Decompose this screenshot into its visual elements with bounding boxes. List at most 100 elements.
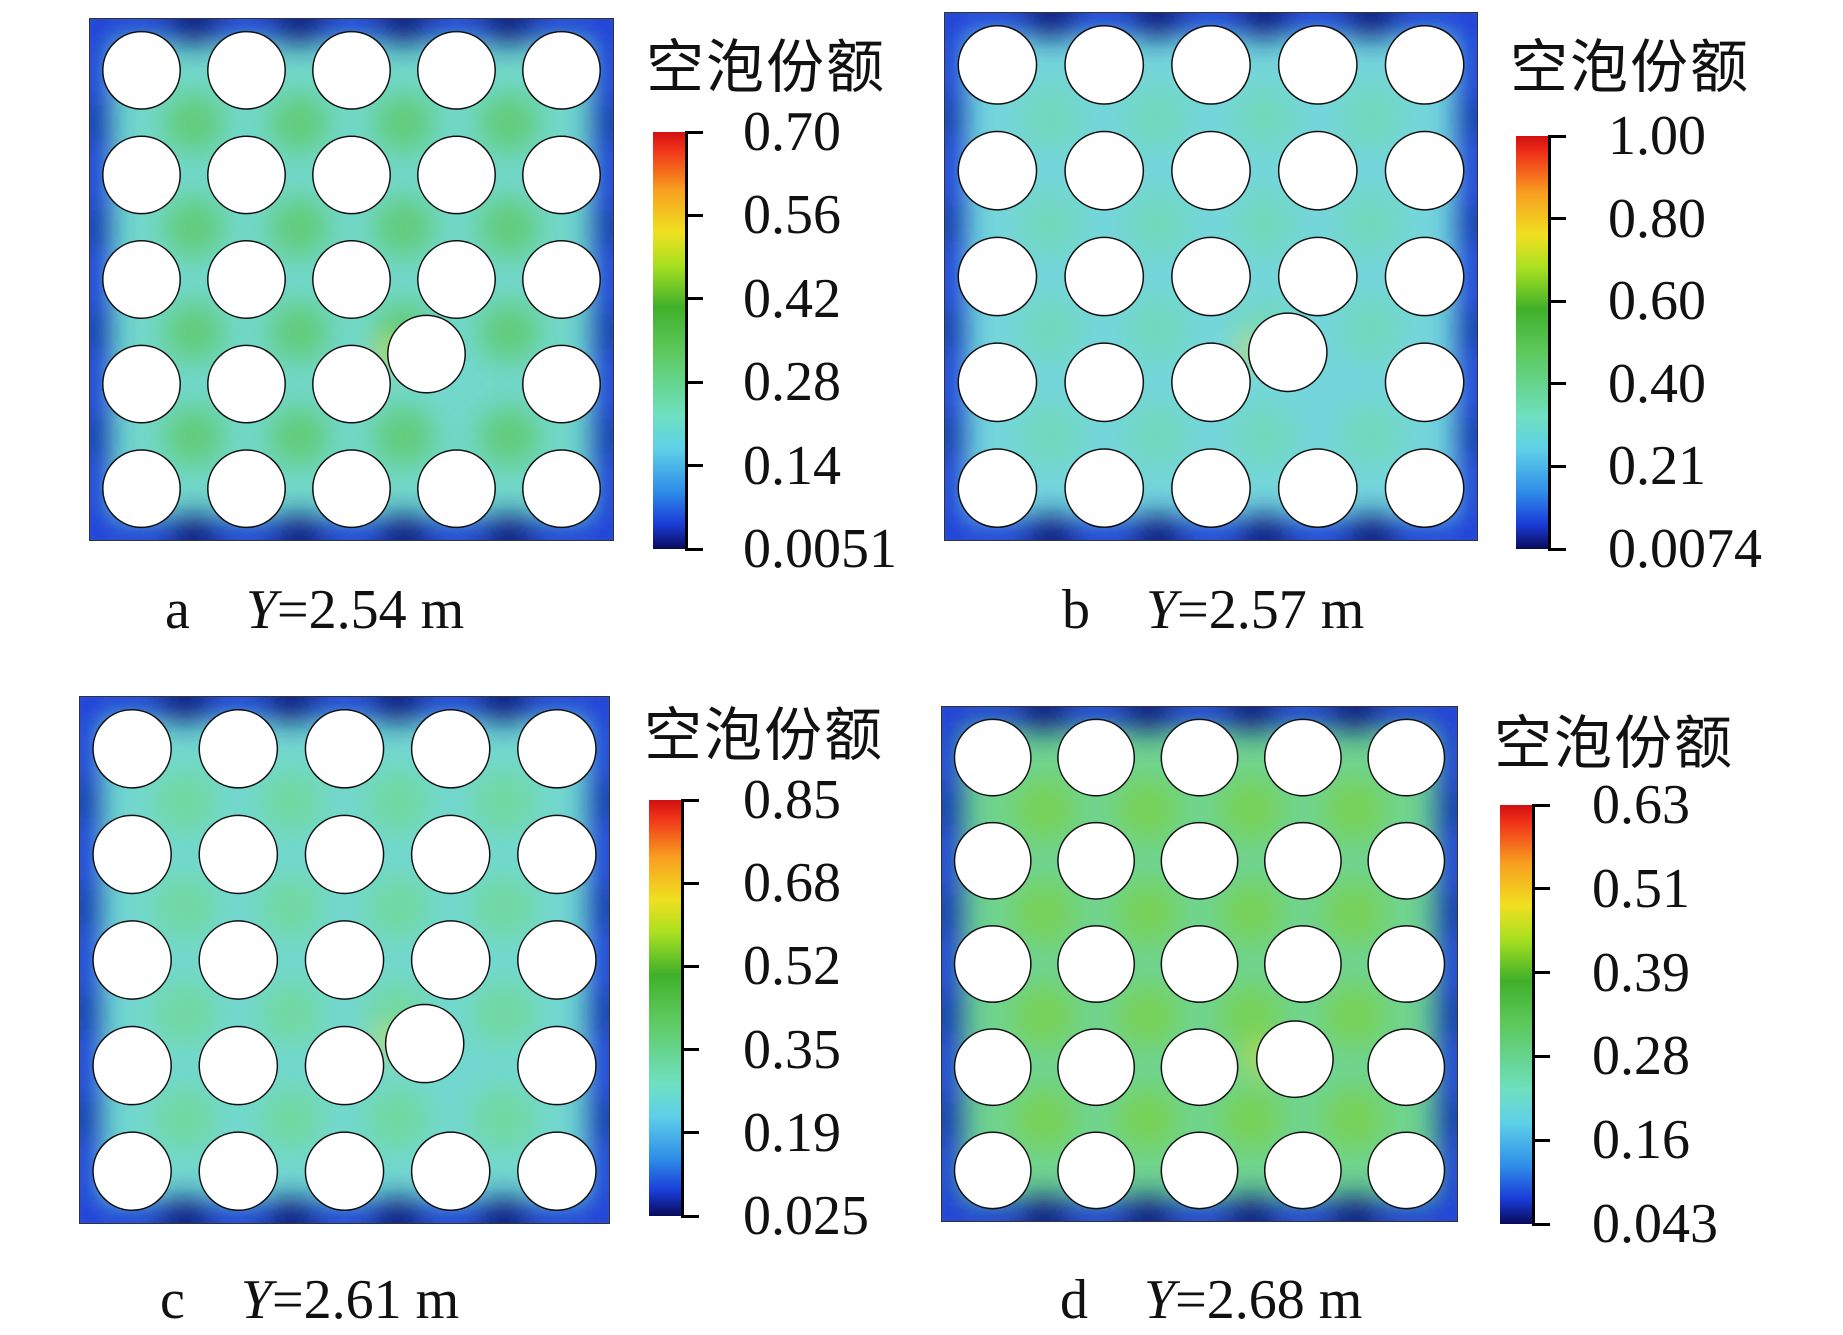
cylinder: [417, 30, 496, 110]
contour-plot-b: [944, 12, 1478, 541]
colorbar-title: 空泡份额: [1510, 33, 1751, 101]
colorbar-title: 空泡份额: [1494, 709, 1735, 777]
panel-letter: d: [1060, 1269, 1088, 1331]
cylinder: [1057, 925, 1136, 1003]
cylinder: [957, 236, 1038, 317]
colorbar-tick: [681, 1131, 699, 1135]
cylinder: [1277, 25, 1358, 105]
cylinder: [410, 814, 491, 895]
colorbar-tick: [1532, 887, 1550, 891]
cylinder: [198, 708, 279, 789]
cylinder: [410, 920, 491, 1000]
cylinder: [312, 30, 391, 110]
contour-field: [944, 12, 1478, 541]
variable-name: Y: [245, 579, 278, 641]
wall-low-vapor-region: [941, 706, 1458, 1222]
colorbar-tick-label: 0.14: [743, 434, 841, 497]
cylinder: [1277, 448, 1358, 528]
cylinder: [1367, 925, 1446, 1003]
colorbar-axis: [681, 800, 684, 1216]
variable-value: =2.57 m: [1177, 579, 1365, 641]
colorbar-tick: [685, 130, 703, 134]
cylinder: [304, 1131, 385, 1212]
colorbar-tick-label: 0.21: [1608, 435, 1706, 498]
cylinder: [1367, 821, 1446, 900]
cylinder: [1277, 236, 1358, 317]
colorbar-tick-label: 0.025: [743, 1185, 869, 1247]
cylinder: [1160, 718, 1239, 797]
cylinder: [304, 920, 385, 1000]
cylinder: [1263, 925, 1342, 1003]
wall-low-vapor-region: [944, 12, 1478, 541]
cylinder: [102, 344, 181, 424]
colorbar-tick: [1532, 1138, 1550, 1142]
cylinder: [1064, 342, 1145, 423]
colorbar-tick-label: 0.0051: [743, 518, 897, 580]
cylinder: [1064, 236, 1145, 317]
variable-value: =2.61 m: [272, 1269, 460, 1331]
colorbar-tick: [685, 547, 703, 551]
colorbar-tick-label: 0.28: [1592, 1025, 1690, 1088]
colorbar-tick-label: 0.28: [743, 351, 841, 414]
cylinder: [207, 344, 286, 424]
cylinder: [1064, 448, 1145, 528]
cylinder: [522, 240, 601, 319]
colorbar-title: 空泡份额: [644, 701, 885, 769]
cylinder: [1160, 821, 1239, 900]
cylinder: [92, 920, 172, 1000]
colorbar-axis: [1532, 805, 1535, 1224]
cylinder: [522, 344, 601, 424]
colorbar-tick: [1532, 1222, 1550, 1226]
colorbar-tick: [1548, 299, 1566, 303]
cylinder: [312, 344, 391, 424]
cylinder: [417, 135, 496, 215]
colorbar-tick-label: 0.39: [1592, 941, 1690, 1004]
displaced-cylinder: [387, 314, 466, 394]
cylinder: [1171, 448, 1251, 528]
colorbar-a: [653, 132, 685, 549]
cylinder: [92, 1025, 172, 1106]
colorbar-tick-label: 0.0074: [1608, 518, 1762, 580]
variable-value: =2.54 m: [277, 579, 465, 641]
contour-plot-d: [941, 706, 1458, 1222]
cylinder: [198, 814, 279, 895]
cylinder: [102, 240, 181, 319]
cylinder: [92, 1131, 172, 1212]
cylinder: [953, 821, 1032, 900]
colorbar-tick-label: 0.56: [743, 184, 841, 247]
cylinder: [1263, 1131, 1342, 1210]
panel-caption-d: d Y=2.68 m: [1060, 1268, 1362, 1332]
cylinder: [1057, 718, 1136, 797]
cylinder: [102, 449, 181, 529]
cylinder: [1064, 25, 1145, 105]
cylinder: [1057, 821, 1136, 900]
cylinder: [517, 920, 597, 1000]
cylinder: [1171, 25, 1251, 105]
colorbar-title: 空泡份额: [646, 33, 887, 101]
cylinder: [957, 342, 1038, 423]
cylinder: [1384, 448, 1465, 528]
cylinder: [957, 25, 1038, 105]
colorbar-d: [1500, 805, 1532, 1224]
colorbar-c: [649, 800, 681, 1216]
cylinder: [1384, 236, 1465, 317]
vapor-blobs: [1019, 86, 1403, 467]
colorbar-tick: [681, 881, 699, 885]
variable-name: Y: [240, 1269, 273, 1331]
colorbar-tick-label: 1.00: [1608, 105, 1706, 167]
colorbar-tick-label: 0.68: [743, 852, 841, 915]
colorbar-tick-label: 0.85: [743, 769, 841, 831]
contour-plot-c: [79, 696, 610, 1224]
cylinder: [207, 30, 286, 110]
cylinder: [207, 135, 286, 215]
cylinder: [198, 1025, 279, 1106]
cylinder: [522, 135, 601, 215]
cylinder: [1367, 1028, 1446, 1107]
cylinder: [312, 135, 391, 215]
cylinder: [1384, 25, 1465, 105]
colorbar-tick: [681, 798, 699, 802]
colorbar-tick-label: 0.16: [1592, 1109, 1690, 1172]
cylinder: [1263, 718, 1342, 797]
variable-name: Y: [1144, 1269, 1176, 1331]
colorbar-tick: [681, 964, 699, 968]
